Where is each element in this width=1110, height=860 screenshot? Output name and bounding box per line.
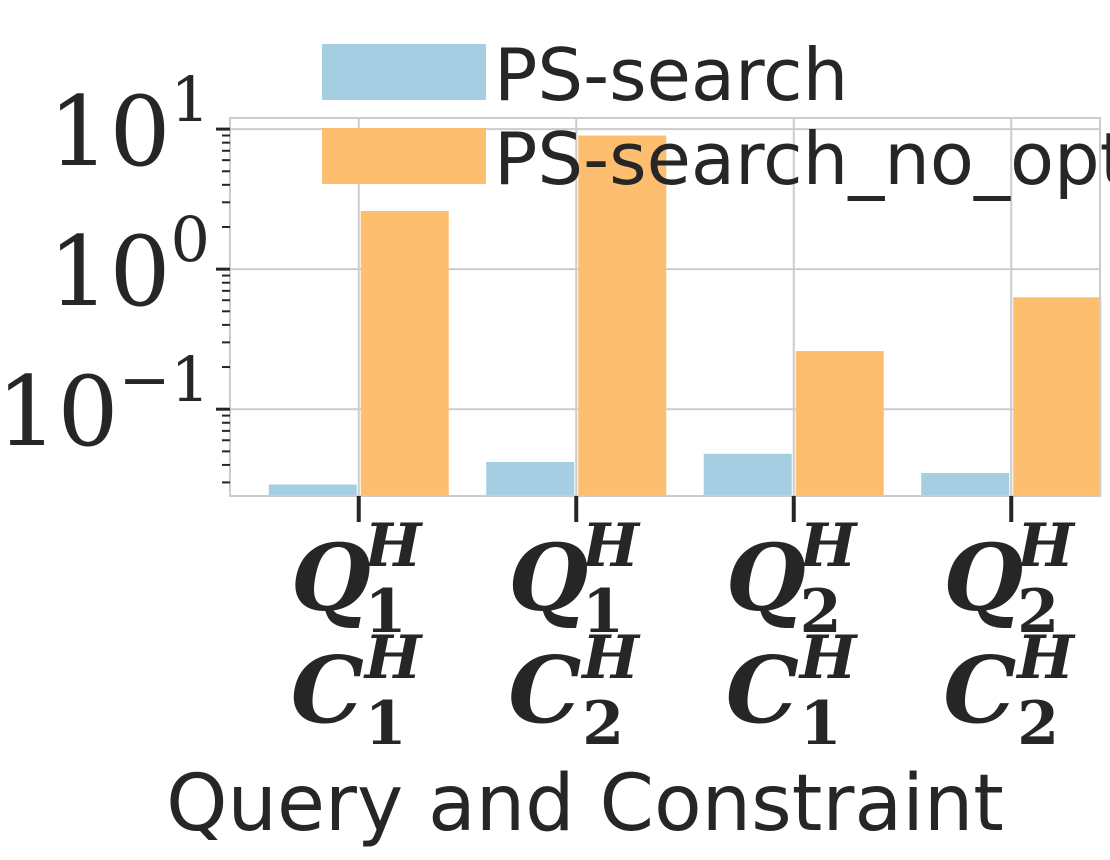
legend-swatch (322, 128, 486, 184)
x-tick-label-superscript: H (1015, 511, 1076, 581)
bars (268, 135, 1102, 496)
bar (578, 135, 667, 496)
x-tick-label-superscript: H (363, 623, 424, 693)
x-tick-label-superscript: H (580, 511, 641, 581)
x-tick-label-base: C (508, 636, 581, 744)
x-tick-label-constraint: C H1 (291, 623, 424, 759)
x-tick-label-constraint: C H1 (726, 623, 859, 759)
y-axis: 10−1 100 101 (0, 63, 230, 484)
x-tick-label-subscript: 2 (582, 689, 624, 759)
x-tick-label-subscript: 1 (800, 689, 842, 759)
x-tick-label-constraint: C H2 (508, 623, 641, 759)
bar (1013, 297, 1102, 496)
bar (360, 211, 449, 496)
bar (921, 473, 1010, 496)
x-tick-label-base: Q (943, 524, 1023, 632)
bar (795, 351, 884, 496)
legend-swatch (322, 44, 486, 100)
x-tick-label-superscript: H (798, 511, 859, 581)
x-tick-label-query: QH1 (508, 511, 641, 647)
x-tick-label-base: Q (291, 524, 371, 632)
legend-label: PS-search_no_opt (494, 117, 1110, 201)
x-tick-label-base: Q (508, 524, 588, 632)
y-tick-label: 10−1 (0, 343, 210, 468)
x-tick-label-subscript: 1 (365, 577, 407, 647)
x-tick-label-constraint: C H2 (943, 623, 1076, 759)
x-tick-label-base: C (943, 636, 1016, 744)
bar (486, 461, 575, 496)
legend-label: PS-search (494, 33, 848, 117)
x-tick-label-superscript: H (580, 623, 641, 693)
x-tick-label-subscript: 2 (800, 577, 842, 647)
x-tick-label-superscript: H (798, 623, 859, 693)
bar (268, 484, 357, 496)
x-axis-label: Query and Constraint (166, 759, 1004, 849)
x-tick-label-query: QH1 (291, 511, 424, 647)
x-tick-label-subscript: 2 (1017, 689, 1059, 759)
y-tick-label: 101 (48, 63, 210, 188)
x-tick-label-base: Q (726, 524, 806, 632)
x-tick-label-subscript: 1 (365, 689, 407, 759)
x-tick-label-query: QH2 (726, 511, 859, 647)
x-tick-label-base: C (726, 636, 799, 744)
bar (703, 453, 792, 496)
x-tick-label-superscript: H (1015, 623, 1076, 693)
x-tick-label-subscript: 1 (582, 577, 624, 647)
x-tick-label-query: QH2 (943, 511, 1076, 647)
x-tick-label-subscript: 2 (1017, 577, 1059, 647)
x-tick-label-base: C (291, 636, 364, 744)
plot-frame (229, 117, 1101, 497)
x-tick-label-superscript: H (363, 511, 424, 581)
y-tick-label: 100 (48, 203, 210, 328)
